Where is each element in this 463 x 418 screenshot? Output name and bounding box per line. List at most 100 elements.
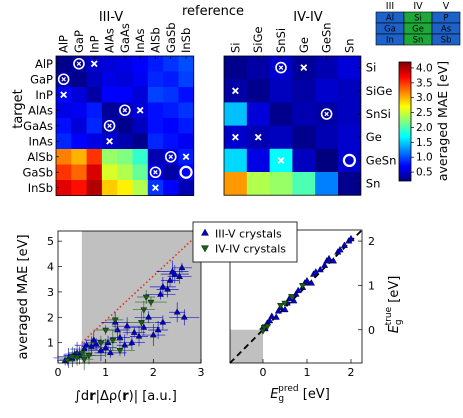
x-axis-label: ∫dr|Δρ(r)| [a.u.] (74, 389, 177, 404)
marker-circle-cross-x (168, 154, 174, 160)
heatmap-cell (178, 71, 195, 88)
heatmap-cell (117, 180, 133, 196)
heatmap-cell (71, 133, 87, 150)
heatmap-frame (223, 55, 362, 196)
x-tick-label: 1 (304, 366, 311, 379)
heatmap-cell (163, 87, 179, 103)
colorbar-tick-label: 0.5 (416, 167, 433, 179)
heatmap-cell (147, 118, 164, 134)
periodic-table-cell (431, 33, 461, 46)
row-tick-label: GaSb (22, 165, 53, 179)
x-tick-label: 2 (348, 366, 355, 379)
heatmap-cell (163, 56, 179, 72)
periodic-table-element: Al (386, 14, 394, 24)
column-tick-label: Sn (342, 38, 356, 53)
x-tick-label: 0 (55, 366, 62, 379)
periodic-table-element: Si (414, 14, 422, 24)
data-point-triangle-down (102, 327, 110, 334)
heatmap-cell (71, 180, 87, 196)
data-point-triangle-down (288, 294, 296, 301)
legend: III-V crystals IV-IV crystals (192, 221, 298, 263)
heatmap-cell (117, 149, 133, 165)
row-tick-label: SiGe (366, 84, 392, 98)
heatmap-cell (117, 164, 133, 181)
column-tick-label: GeSn (320, 22, 334, 53)
row-tick-label: AlP (35, 57, 53, 71)
marker-cross (90, 60, 98, 68)
colorbar-label: averaged MAE [eV] (435, 61, 450, 181)
heatmap-y-axis-label: target (11, 89, 26, 129)
row-tick-label: InAs (28, 134, 53, 148)
heatmap-cell (338, 172, 362, 196)
data-point-triangle-up (128, 338, 136, 345)
heatmap-cell (163, 180, 179, 196)
data-point-triangle-up (116, 333, 124, 340)
heatmap-cell (163, 118, 179, 134)
heatmap-cell (178, 102, 195, 119)
data-point-triangle-up (107, 349, 114, 356)
row-tick-label: GaAs (23, 119, 53, 133)
heatmap-cell (292, 79, 316, 103)
heatmap-cell (338, 125, 362, 150)
column-tick-label: Ge (297, 37, 311, 53)
group-label-iv-iv: IV-IV (293, 10, 322, 25)
heatmap-cell (86, 164, 103, 181)
data-point-triangle-up (92, 340, 100, 347)
y-tick-label: 4 (47, 261, 54, 274)
heatmap-cell (292, 102, 316, 126)
y-tick-label: 5 (47, 235, 54, 248)
heatmap-cell (315, 125, 339, 150)
heatmap-cell (56, 180, 72, 196)
data-point-triangle-down (281, 300, 289, 308)
heatmap-cell (86, 118, 103, 134)
data-point-triangle-up (140, 323, 148, 330)
heatmap-cell (86, 180, 103, 196)
heatmap-cell (246, 172, 270, 196)
periodic-table-element: P (443, 14, 448, 24)
marker-circle-cross (164, 150, 177, 163)
heatmap-cell (338, 148, 362, 173)
heatmap-cell (163, 102, 179, 119)
data-point-triangle-up (336, 245, 344, 253)
data-point-triangle-down (140, 307, 148, 314)
periodic-table-element: In (386, 36, 394, 46)
heatmap-cell (56, 102, 72, 119)
heatmap-cell (132, 118, 149, 134)
marker-cross (231, 133, 239, 141)
data-point-triangle-up (176, 272, 183, 279)
data-point-triangle-up (321, 261, 329, 268)
data-point-triangle-up (166, 276, 174, 283)
data-point-triangle-up (123, 322, 131, 329)
heatmap-x-axis-label: reference (182, 4, 244, 19)
marker-circle-cross (320, 108, 333, 120)
heatmap-cell (224, 56, 248, 80)
heatmap-cell (147, 102, 164, 119)
heatmap-cell (71, 118, 87, 134)
column-tick-label: SiGe (251, 27, 265, 53)
data-point-triangle-up (159, 283, 167, 290)
column-tick-label: SnSi (274, 28, 288, 53)
data-point-triangle-down (85, 353, 93, 360)
heatmap-cell (292, 172, 316, 196)
periodic-table-header: V (443, 1, 450, 12)
data-point-triangle-up (201, 228, 209, 236)
heatmap-cell (178, 133, 195, 150)
periodic-table-header: IV (413, 1, 423, 12)
data-point-triangle-up (347, 234, 355, 242)
periodic-table-element: Sn (413, 36, 424, 46)
column-tick-label: AlSb (148, 27, 162, 53)
heatmap-cell (56, 149, 72, 165)
x-tick-label: 0 (260, 366, 267, 379)
marker-cross (300, 64, 308, 72)
heatmap-cell (86, 149, 103, 165)
marker-circle (179, 165, 193, 179)
y-tick-label: 3 (47, 286, 54, 299)
heatmap-cell (56, 164, 72, 181)
heatmap-cell (86, 133, 103, 150)
heatmap-cell (56, 118, 72, 134)
heatmap-cell (56, 56, 72, 72)
data-point-triangle-up (316, 265, 324, 273)
marker-circle-cross-x (76, 61, 82, 67)
x-tick-label: 2 (150, 366, 157, 379)
